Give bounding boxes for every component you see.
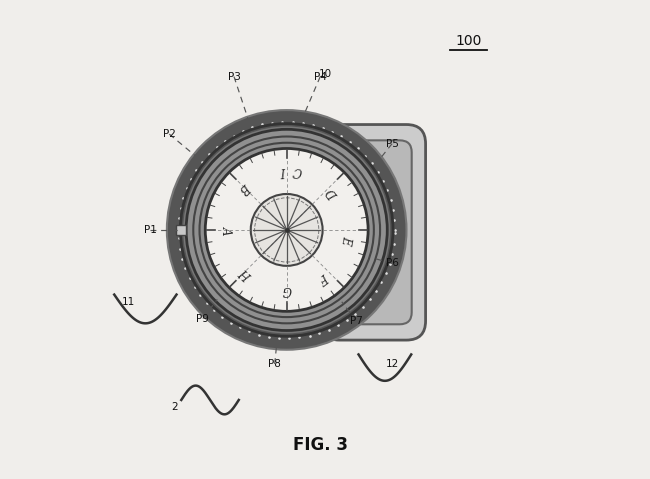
Text: C: C <box>291 164 303 178</box>
Text: 11: 11 <box>122 297 135 307</box>
FancyBboxPatch shape <box>320 125 426 340</box>
Text: D: D <box>326 185 342 201</box>
Text: P4: P4 <box>314 72 327 81</box>
Text: E: E <box>339 235 353 246</box>
Bar <box>176 225 186 235</box>
Text: I: I <box>281 163 286 177</box>
Circle shape <box>251 194 322 266</box>
Text: P8: P8 <box>268 359 281 369</box>
Circle shape <box>176 119 398 341</box>
Text: P3: P3 <box>227 72 240 81</box>
Text: P5: P5 <box>385 139 398 148</box>
FancyBboxPatch shape <box>336 140 411 324</box>
Text: FIG. 3: FIG. 3 <box>292 436 348 455</box>
Text: P6: P6 <box>385 259 398 268</box>
Text: 100: 100 <box>456 34 482 48</box>
Circle shape <box>205 148 368 311</box>
Text: A: A <box>220 226 233 234</box>
Text: 2: 2 <box>171 402 177 412</box>
Text: 12: 12 <box>385 359 398 369</box>
Text: 10: 10 <box>318 69 332 79</box>
FancyBboxPatch shape <box>330 225 354 254</box>
Text: H: H <box>239 266 255 283</box>
Text: P2: P2 <box>163 129 176 139</box>
Text: P1: P1 <box>144 225 157 235</box>
Text: P7: P7 <box>350 316 363 326</box>
Text: G: G <box>282 283 291 297</box>
Text: B: B <box>237 180 252 195</box>
Text: F: F <box>317 270 331 285</box>
Text: P9: P9 <box>196 314 209 323</box>
